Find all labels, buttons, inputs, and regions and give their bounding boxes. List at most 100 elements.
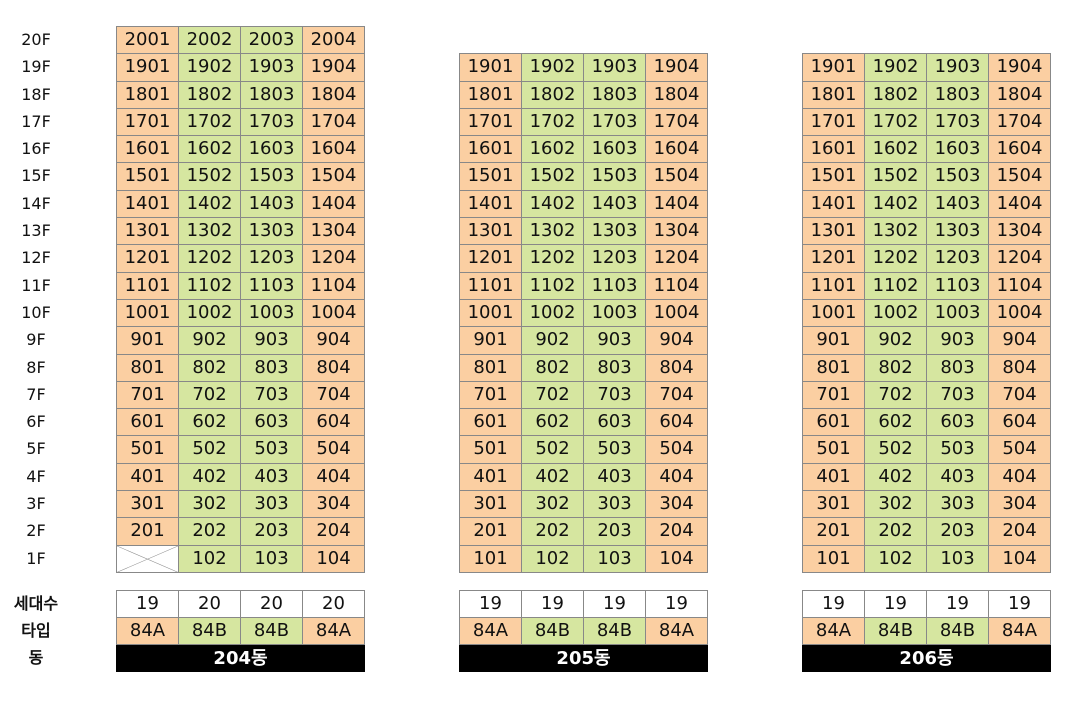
unit-cell: 1201 <box>117 245 179 273</box>
household-count: 20 <box>241 591 303 618</box>
unit-cell: 101 <box>460 545 522 573</box>
unit-cell: 1904 <box>989 54 1051 82</box>
unit-cell: 1102 <box>865 272 927 300</box>
unit-cell: 902 <box>179 327 241 355</box>
unit-cell: 1401 <box>803 190 865 219</box>
unit-cell: 702 <box>522 381 584 410</box>
unit-cell: 1703 <box>927 108 989 137</box>
building-2-footer: 19 19 19 19 84A 84B 84B 84A 205동 <box>459 590 708 672</box>
unit-cell: 2004 <box>303 27 365 55</box>
unit-cell: 1102 <box>179 272 241 300</box>
unit-cell: 1803 <box>584 81 646 109</box>
cross-icon <box>117 545 178 572</box>
unit-cell: 1602 <box>522 136 584 164</box>
unit-cell: 1001 <box>460 299 522 328</box>
unit-cell: 301 <box>460 491 522 519</box>
building-name: 205동 <box>459 645 708 672</box>
unit-cell: 1304 <box>303 218 365 246</box>
unit-cell: 802 <box>179 354 241 382</box>
unit-cell: 1702 <box>179 108 241 137</box>
unit-cell: 303 <box>584 491 646 519</box>
unit-cell: 402 <box>179 463 241 492</box>
unit-cell: 201 <box>117 518 179 546</box>
unit-cell: 103 <box>927 545 989 573</box>
unit-cell: 1602 <box>179 136 241 164</box>
unit-cell: 503 <box>584 436 646 464</box>
unit-cell: 1704 <box>989 108 1051 137</box>
unit-type: 84A <box>646 618 708 645</box>
unit-type: 84A <box>117 618 179 645</box>
unit-cell: 1203 <box>241 245 303 273</box>
unit-cell: 1201 <box>803 245 865 273</box>
unit-cell: 1504 <box>989 163 1051 191</box>
unit-cell: 503 <box>241 436 303 464</box>
household-count: 19 <box>460 591 522 618</box>
unit-cell: 502 <box>865 436 927 464</box>
unit-cell: 1903 <box>584 54 646 82</box>
unit-cell: 804 <box>646 354 708 382</box>
unit-cell: 1804 <box>989 81 1051 109</box>
unit-cell: 701 <box>460 381 522 410</box>
unit-cell: 1203 <box>584 245 646 273</box>
unit-cell: 801 <box>460 354 522 382</box>
household-count: 20 <box>303 591 365 618</box>
unit-cell: 102 <box>865 545 927 573</box>
unit-cell: 1901 <box>117 54 179 82</box>
unit-cell: 704 <box>989 381 1051 410</box>
unit-cell: 104 <box>646 545 708 573</box>
unit-cell: 1804 <box>303 81 365 109</box>
unit-cell: 1701 <box>117 108 179 137</box>
unit-cell: 501 <box>803 436 865 464</box>
unit-cell: 1604 <box>989 136 1051 164</box>
unit-cell: 202 <box>179 518 241 546</box>
unit-cell: 204 <box>303 518 365 546</box>
floor-label: 2F <box>26 521 46 541</box>
floor-label: 14F <box>21 193 51 213</box>
unit-cell: 604 <box>989 409 1051 437</box>
unit-cell: 903 <box>241 327 303 355</box>
unit-cell: 604 <box>646 409 708 437</box>
unit-type: 84B <box>584 618 646 645</box>
unit-cell: 902 <box>865 327 927 355</box>
unit-cell: 1503 <box>927 163 989 191</box>
unit-cell: 104 <box>303 545 365 573</box>
unit-cell: 204 <box>989 518 1051 546</box>
unit-cell: 901 <box>460 327 522 355</box>
unit-type: 84A <box>460 618 522 645</box>
unit-cell: 1304 <box>989 218 1051 246</box>
unit-cell: 901 <box>117 327 179 355</box>
unit-cell: 1503 <box>241 163 303 191</box>
floor-label: 11F <box>21 275 51 295</box>
building-1-footer: 19 20 20 20 84A 84B 84B 84A 204동 <box>116 590 365 672</box>
unit-cell: 302 <box>179 491 241 519</box>
unit-cell: 904 <box>646 327 708 355</box>
unit-cell: 1601 <box>460 136 522 164</box>
unit-cell: 1104 <box>989 272 1051 300</box>
unit-cell: 401 <box>460 463 522 492</box>
unit-cell: 2001 <box>117 27 179 55</box>
unit-cell: 802 <box>865 354 927 382</box>
unit-cell: 1604 <box>303 136 365 164</box>
unit-cell: 303 <box>241 491 303 519</box>
type-label: 타입 <box>21 621 51 640</box>
floor-label: 12F <box>21 248 51 268</box>
unit-type: 84B <box>241 618 303 645</box>
unit-cell: 1504 <box>303 163 365 191</box>
unit-cell: 401 <box>803 463 865 492</box>
unit-cell: 1502 <box>179 163 241 191</box>
unit-cell: 1704 <box>303 108 365 137</box>
household-count: 19 <box>927 591 989 618</box>
building-name: 204동 <box>116 645 365 672</box>
unit-cell: 804 <box>303 354 365 382</box>
unit-cell: 1302 <box>522 218 584 246</box>
unit-cell: 1601 <box>803 136 865 164</box>
unit-cell: 802 <box>522 354 584 382</box>
unit-cell: 1904 <box>646 54 708 82</box>
unit-cell: 1803 <box>241 81 303 109</box>
floor-label: 13F <box>21 221 51 241</box>
unit-cell: 501 <box>117 436 179 464</box>
floor-label: 4F <box>26 466 46 486</box>
unit-cell: 1802 <box>865 81 927 109</box>
unit-cell: 603 <box>584 409 646 437</box>
unit-cell: 1001 <box>117 299 179 328</box>
